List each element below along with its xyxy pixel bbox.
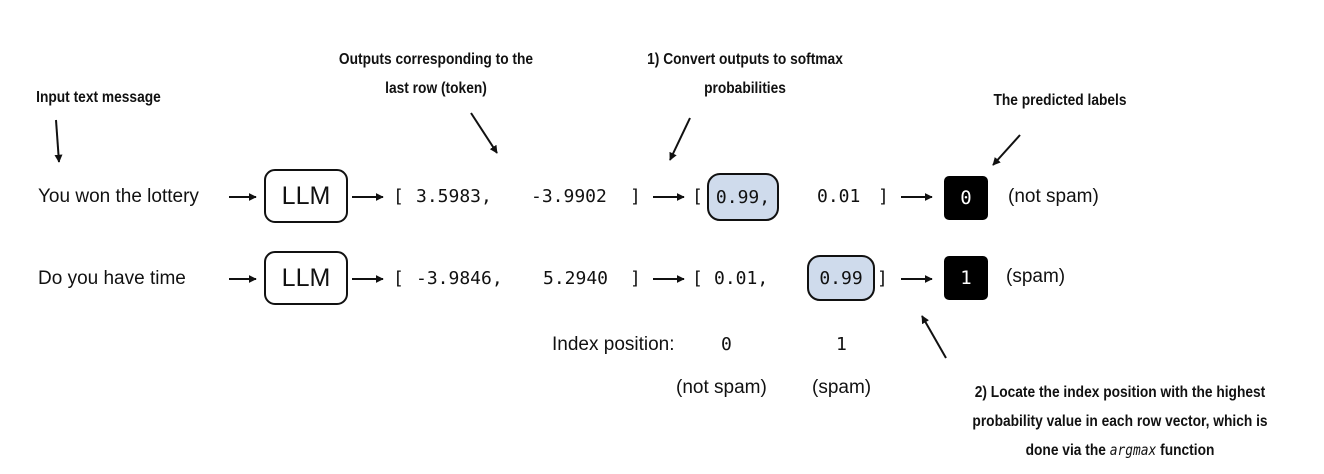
row1-probs-close-bracket: ] xyxy=(878,186,889,207)
row1-input-text: You won the lottery xyxy=(38,186,199,207)
row1-prob-1: 0.01 xyxy=(817,186,861,207)
row1-logits-open-bracket: [ xyxy=(393,186,404,207)
argmax-line3-after: function xyxy=(1156,442,1215,459)
row1-llm-label: LLM xyxy=(281,181,331,210)
softmax-annotation-line2: probabilities xyxy=(704,80,786,97)
input-text-annotation: Input text message xyxy=(36,89,161,106)
outputs-annotation-line2: last row (token) xyxy=(385,80,487,97)
row1-logit-1: -3.9902 xyxy=(531,186,607,207)
row1-logits-close-bracket: ] xyxy=(630,186,641,207)
row2-llm-label: LLM xyxy=(281,263,331,292)
row2-prob-1: 0.99 xyxy=(819,267,863,289)
argmax-function-code: argmax xyxy=(1109,441,1157,459)
row2-logits-close-bracket: ] xyxy=(630,268,641,289)
row2-logits-open-bracket: [ xyxy=(393,268,404,289)
row1-probs-open-bracket: [ xyxy=(692,186,703,207)
row2-probs-close-bracket: ] xyxy=(877,268,888,289)
row2-label-text: (spam) xyxy=(1006,266,1066,287)
input-pointer-arrow xyxy=(54,119,63,163)
index-0: 0 xyxy=(721,334,732,355)
row1-llm-box: LLM xyxy=(264,169,348,223)
argmax-pointer-arrow xyxy=(921,315,947,359)
argmax-annotation-line2: probability value in each row vector, wh… xyxy=(972,413,1268,430)
row2-logit-1: 5.2940 xyxy=(543,268,609,289)
row1-predicted-label: 0 xyxy=(944,176,988,220)
index-position-label: Index position: xyxy=(552,334,675,355)
index-1-name: (spam) xyxy=(812,377,872,398)
outputs-pointer-arrow xyxy=(470,112,498,154)
outputs-annotation-line1: Outputs corresponding to the xyxy=(338,51,534,68)
outputs-last-row-annotation: Outputs corresponding to the last row (t… xyxy=(324,45,548,103)
row2-logit-0: -3.9846, xyxy=(416,268,503,289)
row2-predicted-label-value: 1 xyxy=(960,267,972,289)
softmax-pointer-arrow xyxy=(669,117,691,161)
row2-prob-1-highlight: 0.99 xyxy=(807,255,875,301)
row2-input-text: Do you have time xyxy=(38,268,186,289)
argmax-line3-before: done via the xyxy=(1025,442,1110,459)
row2-prob-0: 0.01, xyxy=(714,268,769,289)
row1-prob-0-highlight: 0.99, xyxy=(707,173,779,221)
row1-label-text: (not spam) xyxy=(1008,186,1099,207)
labels-pointer-arrow xyxy=(992,134,1021,166)
row2-predicted-label: 1 xyxy=(944,256,988,300)
row1-logit-0: 3.5983, xyxy=(416,186,492,207)
index-1: 1 xyxy=(836,334,847,355)
row2-llm-box: LLM xyxy=(264,251,348,305)
argmax-annotation-line1: 2) Locate the index position with the hi… xyxy=(974,384,1266,401)
predicted-labels-annotation: The predicted labels xyxy=(993,92,1127,109)
softmax-annotation: 1) Convert outputs to softmax probabilit… xyxy=(632,45,857,103)
row1-predicted-label-value: 0 xyxy=(960,187,972,209)
index-0-name: (not spam) xyxy=(676,377,767,398)
argmax-annotation-line3: done via the argmax function xyxy=(939,436,1300,465)
row2-probs-open-bracket: [ xyxy=(692,268,703,289)
softmax-annotation-line1: 1) Convert outputs to softmax xyxy=(647,51,843,68)
row1-prob-0: 0.99, xyxy=(715,186,771,208)
argmax-annotation: 2) Locate the index position with the hi… xyxy=(939,378,1300,465)
